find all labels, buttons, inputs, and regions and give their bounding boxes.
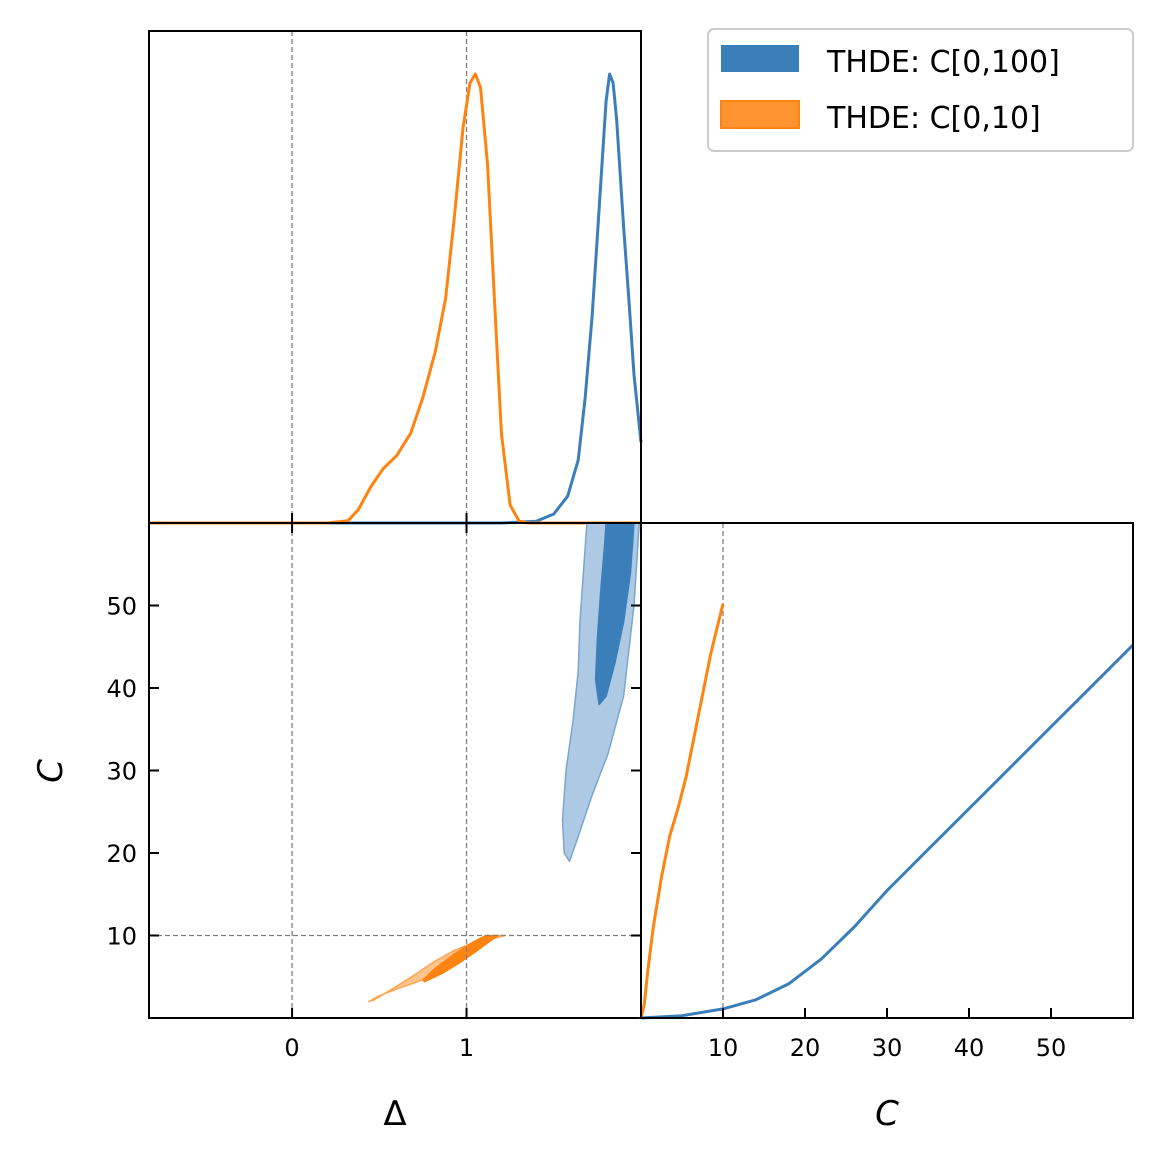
c-marginal-xtick-label-4: 50	[1036, 1034, 1067, 1062]
joint-contour-3	[422, 934, 499, 983]
legend-swatch-orange	[720, 100, 800, 129]
joint-contours	[368, 522, 641, 1003]
c-marginal-frame	[640, 522, 1134, 1019]
joint-ylabel: C	[31, 759, 71, 783]
legend[interactable]: THDE: C[0,100] THDE: C[0,10]	[707, 28, 1134, 152]
legend-label-blue: THDE: C[0,100]	[826, 45, 1060, 80]
legend-swatch-blue	[721, 45, 799, 72]
joint-ticks: 0 1 10 20 30 40 50	[106, 523, 641, 1062]
c-marginal-xtick-label-1: 20	[790, 1034, 821, 1062]
c-marginal-xtick-label-2: 30	[872, 1034, 903, 1062]
joint-ytick-label-2: 30	[106, 758, 137, 786]
c-marginal-xtick-label-3: 40	[954, 1034, 985, 1062]
c-marginal-xtick-label-0: 10	[708, 1034, 739, 1062]
delta-marginal-ticks	[291, 513, 468, 523]
c-marginal-curve-0	[640, 643, 1135, 1020]
joint-xlabel: Δ	[383, 1094, 406, 1134]
joint-xtick-label-1: 1	[459, 1034, 474, 1062]
c-marginal-xlabel: C	[875, 1094, 899, 1134]
joint-ytick-label-3: 40	[106, 675, 137, 703]
joint-contour-1	[594, 522, 635, 706]
legend-label-orange: THDE: C[0,10]	[826, 101, 1041, 136]
c-marginal-curve-1	[639, 603, 725, 1019]
joint-ytick-label-4: 50	[106, 593, 137, 621]
joint-xtick-label-0: 0	[284, 1034, 299, 1062]
c-marginal-ticks: 10 20 30 40 50	[708, 1008, 1067, 1062]
joint-ytick-label-0: 10	[106, 923, 137, 951]
c-marginal-curves	[639, 603, 1135, 1020]
delta-marginal-curves	[149, 72, 643, 525]
delta-marginal-curve-0	[149, 72, 643, 525]
c-marginal-panel: 10 20 30 40 50 C	[639, 522, 1135, 1134]
joint-guides	[149, 523, 641, 1018]
joint-panel: 0 1 10 20 30 40 50 Δ C	[31, 522, 642, 1134]
delta-marginal-curve-1	[149, 72, 641, 525]
legend-box	[707, 28, 1134, 152]
joint-ytick-label-1: 20	[106, 840, 137, 868]
